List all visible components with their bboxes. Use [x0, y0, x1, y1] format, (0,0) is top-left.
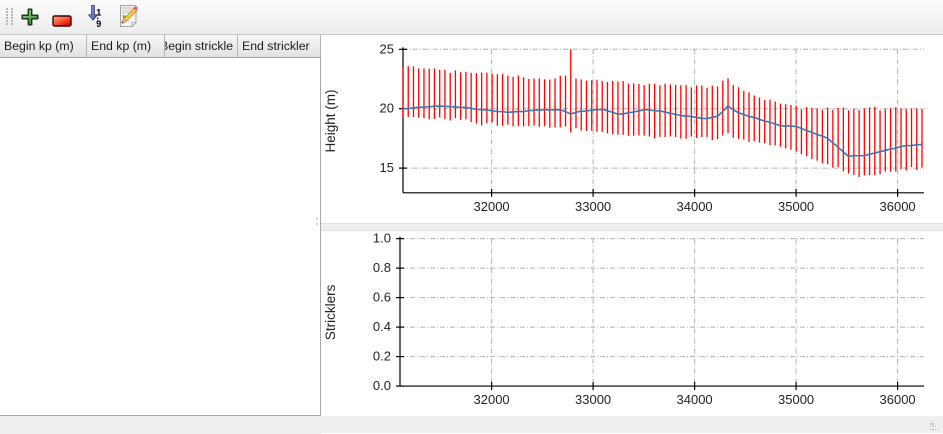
svg-text:36000: 36000: [880, 199, 916, 214]
svg-text:25: 25: [380, 41, 394, 56]
svg-text:15: 15: [380, 160, 394, 175]
svg-text:1: 1: [96, 8, 101, 18]
svg-text:35000: 35000: [778, 392, 814, 407]
svg-text:0.0: 0.0: [373, 378, 391, 393]
svg-text:32000: 32000: [474, 392, 510, 407]
svg-text:0.8: 0.8: [373, 260, 391, 275]
svg-text:0.6: 0.6: [373, 290, 391, 305]
svg-text:36000: 36000: [880, 392, 916, 407]
svg-text:34000: 34000: [677, 199, 713, 214]
svg-text:34000: 34000: [677, 392, 713, 407]
svg-text:32000: 32000: [474, 199, 510, 214]
svg-text:33000: 33000: [575, 392, 611, 407]
svg-text:1.0: 1.0: [373, 231, 391, 246]
svg-text:20: 20: [380, 101, 394, 116]
svg-text:35000: 35000: [778, 199, 814, 214]
svg-text:0.2: 0.2: [373, 349, 391, 364]
svg-text:33000: 33000: [575, 199, 611, 214]
svg-text:Stricklers: Stricklers: [323, 284, 338, 340]
svg-text:9: 9: [96, 19, 101, 28]
svg-text:Height (m): Height (m): [323, 90, 338, 153]
svg-text:0.4: 0.4: [373, 319, 391, 334]
